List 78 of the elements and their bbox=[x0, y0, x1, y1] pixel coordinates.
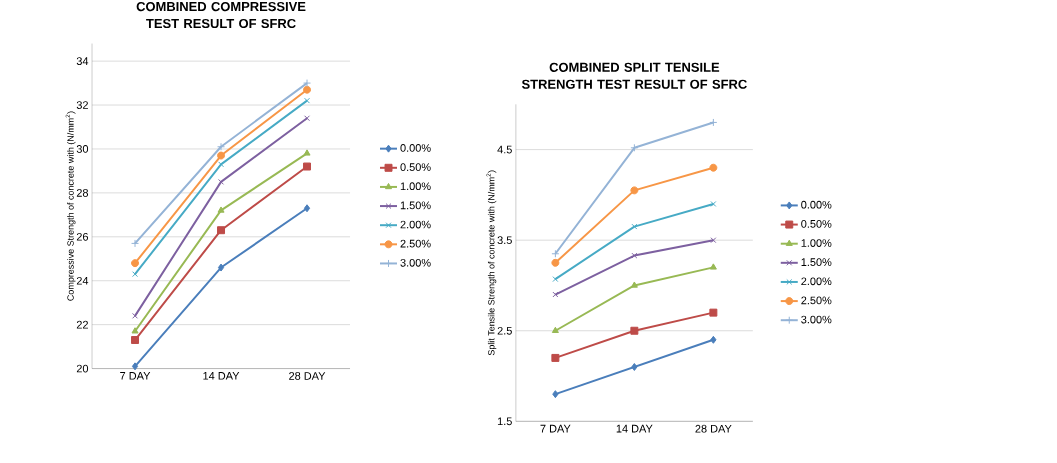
point bbox=[551, 353, 560, 362]
legend-label: 3.00% bbox=[400, 258, 431, 267]
y-tick-label: 32 bbox=[76, 101, 88, 109]
point bbox=[552, 276, 559, 283]
chart-title: COMBINED COMPRESSIVE TEST RESULT OF SFRC bbox=[136, 1, 306, 29]
point bbox=[709, 308, 718, 317]
point bbox=[303, 162, 312, 171]
point bbox=[304, 115, 310, 122]
point bbox=[709, 118, 718, 127]
point bbox=[710, 237, 717, 244]
legend-label: 2.50% bbox=[801, 296, 832, 305]
point bbox=[709, 263, 717, 270]
y-tick-label: 24 bbox=[76, 276, 89, 285]
y-tick-label: 1.5 bbox=[497, 417, 512, 426]
point bbox=[131, 362, 139, 371]
legend-label: 1.50% bbox=[400, 201, 431, 210]
point bbox=[217, 151, 226, 160]
y-tick-label: 30 bbox=[76, 145, 89, 153]
point bbox=[631, 252, 638, 259]
legend-label: 2.00% bbox=[400, 220, 431, 229]
point bbox=[131, 259, 140, 268]
point bbox=[630, 326, 639, 335]
x-tick-label: 28 DAY bbox=[289, 372, 326, 380]
point bbox=[132, 312, 138, 319]
point bbox=[551, 326, 559, 333]
point bbox=[630, 143, 639, 152]
point bbox=[303, 79, 312, 88]
legend-label: 0.50% bbox=[801, 220, 832, 228]
y-tick-label: 4.5 bbox=[497, 145, 512, 154]
x-tick-label: 28 DAY bbox=[695, 424, 732, 433]
point bbox=[217, 226, 226, 235]
y-tick-label: 26 bbox=[76, 232, 89, 241]
legend-label: 1.50% bbox=[801, 258, 832, 267]
point bbox=[551, 258, 560, 267]
legend-label: 0.00% bbox=[400, 144, 431, 152]
y-tick-label: 28 bbox=[76, 189, 89, 197]
point bbox=[551, 249, 560, 258]
y-tick-label: 2.5 bbox=[497, 326, 512, 335]
point bbox=[552, 291, 559, 298]
y-tick-label: 34 bbox=[76, 57, 89, 66]
point bbox=[630, 186, 639, 195]
x-tick-label: 7 DAY bbox=[540, 424, 571, 433]
point bbox=[631, 362, 638, 371]
point bbox=[131, 336, 140, 344]
point bbox=[710, 200, 717, 207]
x-tick-label: 14 DAY bbox=[203, 372, 240, 380]
point bbox=[217, 263, 225, 272]
y-axis-title: Compressive Strength of concrete with (N/mm$^{2}$) bbox=[65, 111, 76, 301]
point bbox=[217, 206, 225, 213]
point bbox=[710, 335, 717, 344]
point bbox=[552, 390, 559, 399]
legend-label: 1.00% bbox=[400, 182, 431, 191]
y-tick-label: 20 bbox=[76, 364, 89, 373]
y-tick-label: 22 bbox=[76, 320, 88, 329]
point bbox=[217, 142, 226, 151]
point bbox=[630, 281, 638, 288]
point bbox=[303, 204, 311, 213]
point bbox=[131, 327, 139, 334]
legend-label: 3.00% bbox=[801, 315, 832, 324]
point bbox=[218, 161, 224, 168]
y-axis-title: Split Tensile Strength of concrete with (N/mm$^{2}$) bbox=[486, 170, 497, 356]
point bbox=[303, 85, 312, 94]
y-tick-label: 3.5 bbox=[497, 236, 512, 245]
legend-label: 1.00% bbox=[801, 239, 832, 247]
x-tick-label: 14 DAY bbox=[616, 424, 653, 433]
point bbox=[131, 239, 140, 248]
legend-label: 2.00% bbox=[801, 277, 832, 286]
legend-label: 0.50% bbox=[400, 163, 431, 171]
point bbox=[709, 163, 718, 172]
point bbox=[132, 271, 138, 278]
legend-label: 2.50% bbox=[400, 239, 431, 248]
x-tick-label: 7 DAY bbox=[120, 372, 151, 380]
point bbox=[304, 97, 310, 104]
point bbox=[303, 149, 311, 156]
point bbox=[631, 223, 638, 230]
chart-title: COMBINED SPLIT TENSILE STRENGTH TEST RESULT OF SFRC bbox=[521, 62, 747, 89]
legend-label: 0.00% bbox=[801, 200, 832, 209]
point bbox=[218, 178, 224, 185]
